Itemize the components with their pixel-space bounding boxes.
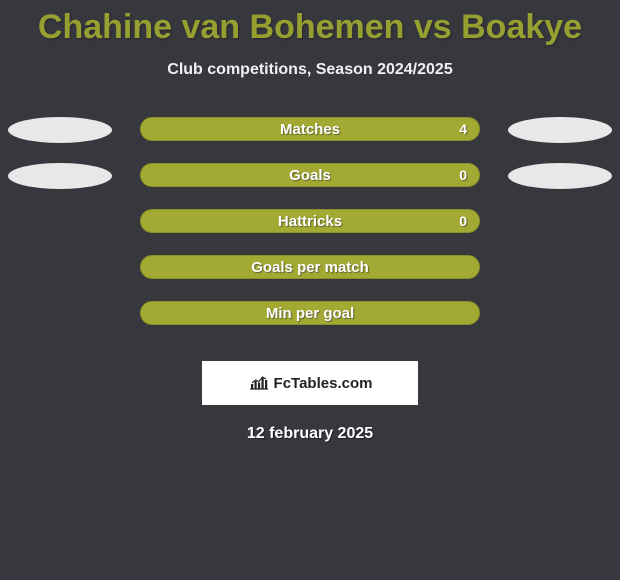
stat-bar: Matches 4 [140,117,480,141]
player-right-oval [508,117,612,143]
stat-row: Goals 0 [0,163,620,209]
logo-text: FcTables.com [274,375,373,392]
stat-bar: Goals 0 [140,163,480,187]
page-title: Chahine van Bohemen vs Boakye [0,0,620,47]
stat-bar: Goals per match [140,255,480,279]
stat-label: Hattricks [278,213,342,230]
logo-box: FcTables.com [202,361,418,405]
stat-label: Min per goal [266,305,354,322]
stat-bar: Hattricks 0 [140,209,480,233]
player-left-oval [8,163,112,189]
stat-bar: Min per goal [140,301,480,325]
stat-label: Goals [289,167,331,184]
stat-value: 4 [459,121,467,137]
date-text: 12 february 2025 [0,425,620,443]
chart-icon [248,375,270,391]
stat-row: Hattricks 0 [0,209,620,255]
stat-label: Matches [280,121,340,138]
stat-row: Min per goal [0,301,620,347]
stat-row: Goals per match [0,255,620,301]
stat-row: Matches 4 [0,117,620,163]
player-right-oval [508,163,612,189]
subtitle: Club competitions, Season 2024/2025 [0,61,620,79]
stat-label: Goals per match [251,259,369,276]
stat-value: 0 [459,213,467,229]
player-left-oval [8,117,112,143]
logo: FcTables.com [248,375,373,392]
stat-value: 0 [459,167,467,183]
stats-container: Matches 4 Goals 0 Hattricks 0 Goals per match M… [0,117,620,347]
